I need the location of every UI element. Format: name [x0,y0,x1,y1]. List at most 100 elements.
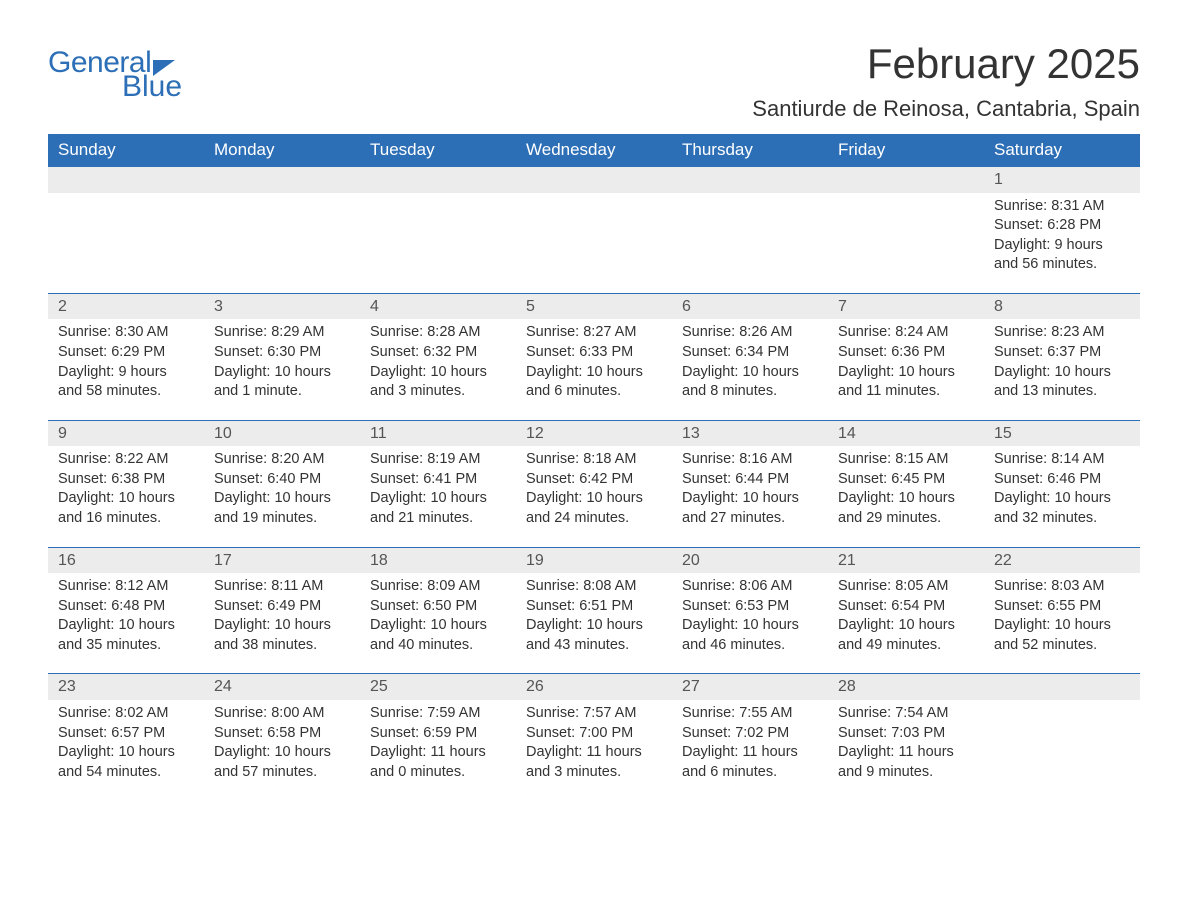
day-number-cell [204,167,360,193]
daynum-row: 16171819202122 [48,547,1140,573]
day-content: Sunrise: 8:23 AMSunset: 6:37 PMDaylight:… [988,319,1136,401]
sunrise-line: Sunrise: 7:59 AM [370,704,506,724]
day-cell [360,193,516,294]
sunset-line: Sunset: 6:33 PM [526,343,662,363]
day-content: Sunrise: 8:16 AMSunset: 6:44 PMDaylight:… [676,446,824,528]
day-content: Sunrise: 8:02 AMSunset: 6:57 PMDaylight:… [52,700,200,782]
day-cell: Sunrise: 8:22 AMSunset: 6:38 PMDaylight:… [48,446,204,547]
daylight-line: Daylight: 10 hours and 35 minutes. [58,616,194,655]
sunset-line: Sunset: 6:57 PM [58,724,194,744]
sunrise-line: Sunrise: 8:28 AM [370,323,506,343]
daylight-line: Daylight: 10 hours and 6 minutes. [526,363,662,402]
daylight-line: Daylight: 9 hours and 56 minutes. [994,236,1130,275]
sunset-line: Sunset: 6:42 PM [526,470,662,490]
sunrise-line: Sunrise: 8:24 AM [838,323,974,343]
sunset-line: Sunset: 6:29 PM [58,343,194,363]
weekday-header: Tuesday [360,134,516,167]
sunset-line: Sunset: 6:59 PM [370,724,506,744]
sunset-line: Sunset: 6:38 PM [58,470,194,490]
weekday-header: Thursday [672,134,828,167]
sunrise-line: Sunrise: 8:16 AM [682,450,818,470]
day-cell: Sunrise: 8:11 AMSunset: 6:49 PMDaylight:… [204,573,360,674]
day-content: Sunrise: 8:31 AMSunset: 6:28 PMDaylight:… [988,193,1136,275]
day-body-row: Sunrise: 8:02 AMSunset: 6:57 PMDaylight:… [48,700,1140,800]
day-body-row: Sunrise: 8:30 AMSunset: 6:29 PM Daylight:… [48,319,1140,420]
day-body-row: Sunrise: 8:22 AMSunset: 6:38 PMDaylight:… [48,446,1140,547]
day-content: Sunrise: 8:28 AMSunset: 6:32 PMDaylight:… [364,319,512,401]
day-number-cell: 27 [672,674,828,700]
day-number-cell: 11 [360,420,516,446]
sunrise-line: Sunrise: 8:15 AM [838,450,974,470]
day-number-cell: 3 [204,293,360,319]
sunset-line: Sunset: 6:55 PM [994,597,1130,617]
day-cell: Sunrise: 8:14 AMSunset: 6:46 PMDaylight:… [984,446,1140,547]
day-number-cell: 1 [984,167,1140,193]
day-number-cell: 22 [984,547,1140,573]
sunset-line: Sunset: 6:54 PM [838,597,974,617]
sunrise-line: Sunrise: 8:12 AM [58,577,194,597]
day-cell [516,193,672,294]
day-number-cell: 2 [48,293,204,319]
daylight-line: Daylight: 10 hours and 43 minutes. [526,616,662,655]
header: General Blue February 2025 Santiurde de … [48,40,1140,122]
daylight-line: Daylight: 10 hours and 46 minutes. [682,616,818,655]
daylight-line: Daylight: 10 hours and 32 minutes. [994,489,1130,528]
day-cell: Sunrise: 8:30 AMSunset: 6:29 PMDaylight:… [48,319,204,420]
day-cell: Sunrise: 7:59 AMSunset: 6:59 PMDaylight:… [360,700,516,800]
day-cell: Sunrise: 8:15 AMSunset: 6:45 PMDaylight:… [828,446,984,547]
day-content: Sunrise: 8:15 AMSunset: 6:45 PMDaylight:… [832,446,980,528]
day-number-cell: 28 [828,674,984,700]
sunrise-line: Sunrise: 8:14 AM [994,450,1130,470]
daylight-line: Daylight: 10 hours and 49 minutes. [838,616,974,655]
sunset-line: Sunset: 6:53 PM [682,597,818,617]
day-cell: Sunrise: 8:29 AMSunset: 6:30 PMDaylight:… [204,319,360,420]
sunset-line: Sunset: 6:36 PM [838,343,974,363]
day-cell: Sunrise: 8:26 AMSunset: 6:34 PMDaylight:… [672,319,828,420]
day-number-cell [984,674,1140,700]
day-cell: Sunrise: 8:00 AMSunset: 6:58 PMDaylight:… [204,700,360,800]
sunrise-line: Sunrise: 8:31 AM [994,197,1130,217]
day-content: Sunrise: 8:29 AMSunset: 6:30 PMDaylight:… [208,319,356,401]
day-cell: Sunrise: 8:02 AMSunset: 6:57 PMDaylight:… [48,700,204,800]
sunrise-line: Sunrise: 8:05 AM [838,577,974,597]
daylight-line: Daylight: 10 hours and 8 minutes. [682,363,818,402]
daylight-line: Daylight: 10 hours and 3 minutes. [370,363,506,402]
month-title: February 2025 [752,40,1140,88]
weekday-header: Friday [828,134,984,167]
day-content: Sunrise: 8:19 AMSunset: 6:41 PMDaylight:… [364,446,512,528]
sunset-line: Sunset: 7:00 PM [526,724,662,744]
sunrise-line: Sunrise: 8:11 AM [214,577,350,597]
day-content: Sunrise: 8:06 AMSunset: 6:53 PMDaylight:… [676,573,824,655]
daylight-line: Daylight: 10 hours and 40 minutes. [370,616,506,655]
day-content: Sunrise: 8:30 AMSunset: 6:29 PMDaylight:… [52,319,200,401]
day-number-cell: 12 [516,420,672,446]
sunrise-line: Sunrise: 8:19 AM [370,450,506,470]
day-number-cell: 20 [672,547,828,573]
daynum-row: 2345678 [48,293,1140,319]
sunrise-line: Sunrise: 8:30 AM [58,323,194,343]
sunset-line: Sunset: 6:41 PM [370,470,506,490]
day-number-cell: 26 [516,674,672,700]
daylight-line: Daylight: 10 hours and 27 minutes. [682,489,818,528]
daylight-line: Daylight: 10 hours and 13 minutes. [994,363,1130,402]
day-number-cell: 16 [48,547,204,573]
day-content: Sunrise: 7:55 AMSunset: 7:02 PMDaylight:… [676,700,824,782]
day-content: Sunrise: 7:59 AMSunset: 6:59 PMDaylight:… [364,700,512,782]
daylight-line: Daylight: 10 hours and 38 minutes. [214,616,350,655]
day-number-cell: 8 [984,293,1140,319]
day-content: Sunrise: 8:05 AMSunset: 6:54 PMDaylight:… [832,573,980,655]
daylight-line: Daylight: 10 hours and 21 minutes. [370,489,506,528]
day-number-cell: 23 [48,674,204,700]
sunrise-line: Sunrise: 8:29 AM [214,323,350,343]
sunset-line: Sunset: 6:49 PM [214,597,350,617]
day-content: Sunrise: 8:00 AMSunset: 6:58 PMDaylight:… [208,700,356,782]
day-number-cell [516,167,672,193]
day-cell: Sunrise: 8:28 AMSunset: 6:32 PMDaylight:… [360,319,516,420]
day-number-cell: 9 [48,420,204,446]
daylight-line: Daylight: 11 hours and 6 minutes. [682,743,818,782]
day-number-cell [672,167,828,193]
daynum-row: 232425262728 [48,674,1140,700]
day-content: Sunrise: 8:18 AMSunset: 6:42 PMDaylight:… [520,446,668,528]
sunset-line: Sunset: 6:51 PM [526,597,662,617]
day-cell: Sunrise: 8:06 AMSunset: 6:53 PMDaylight:… [672,573,828,674]
